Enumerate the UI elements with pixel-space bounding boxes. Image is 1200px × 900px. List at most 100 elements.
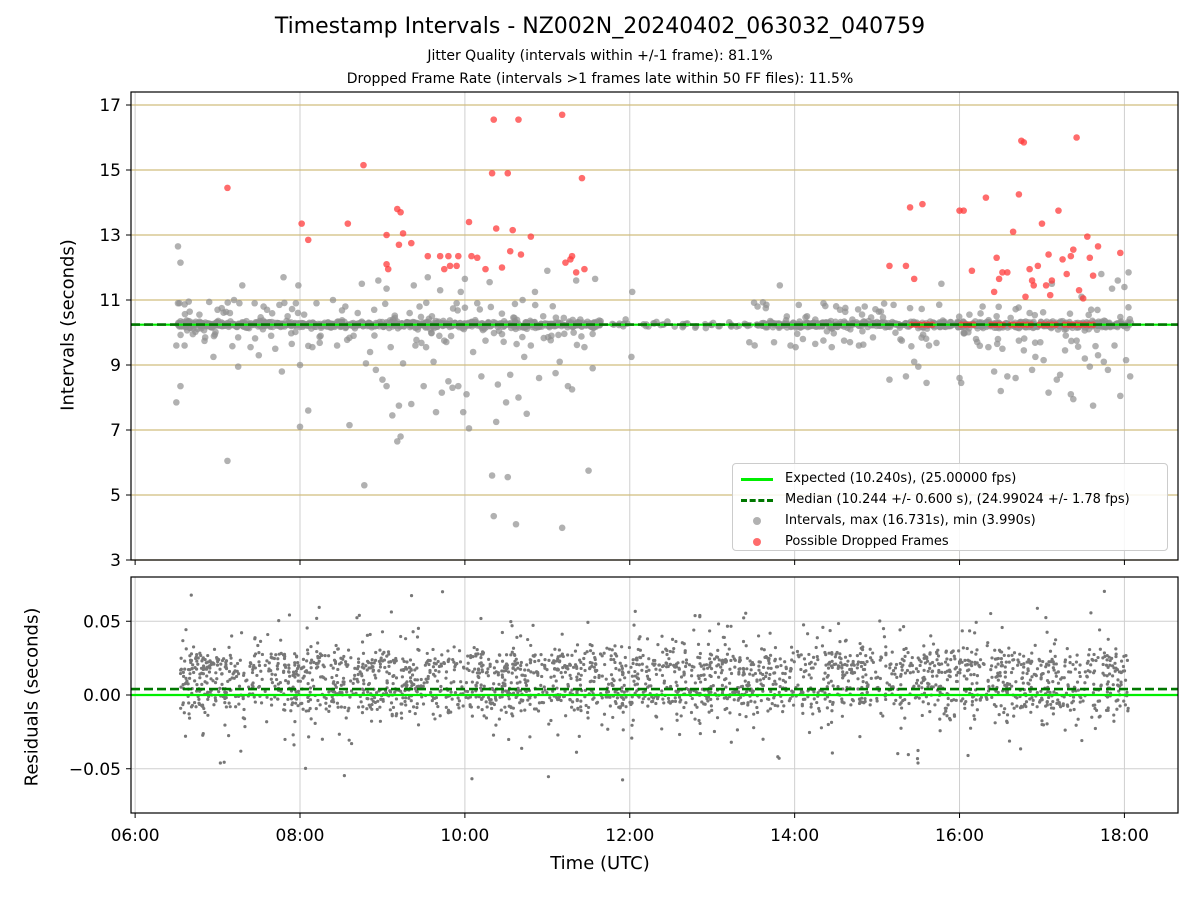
residual-point	[752, 712, 756, 716]
residual-point	[489, 698, 493, 702]
residual-point	[394, 656, 398, 661]
residual-point	[617, 668, 621, 672]
residual-point	[621, 673, 625, 677]
dropped-frame-point	[1055, 207, 1062, 214]
residual-point	[370, 702, 374, 707]
residual-point	[1048, 649, 1053, 653]
residual-point	[416, 723, 421, 727]
interval-point	[492, 418, 500, 426]
residual-point	[433, 674, 437, 678]
residual-point	[997, 648, 1002, 652]
residual-point	[586, 620, 590, 624]
residual-point	[1065, 647, 1069, 651]
residual-point	[576, 707, 580, 711]
residual-point	[708, 629, 712, 633]
residual-point	[594, 662, 598, 666]
residual-point	[632, 623, 636, 627]
residual-point	[1011, 658, 1015, 662]
residual-point	[549, 698, 554, 703]
interval-point	[527, 342, 535, 349]
residual-point	[407, 670, 412, 674]
residual-point	[200, 659, 204, 663]
interval-point	[436, 332, 443, 340]
legend-label-median: Median (10.244 +/- 0.600 s), (24.99024 +…	[785, 492, 1130, 507]
residual-point	[699, 664, 704, 668]
residual-point	[179, 685, 183, 689]
residual-point	[484, 671, 489, 675]
residual-point	[945, 714, 949, 718]
residual-point	[958, 668, 962, 672]
residual-point	[324, 707, 328, 711]
residual-point	[364, 664, 368, 668]
residual-point	[744, 644, 748, 648]
residual-point	[252, 663, 256, 668]
residual-point	[973, 631, 977, 635]
interval-point	[383, 382, 390, 390]
residual-point	[181, 639, 185, 643]
residual-point	[775, 665, 780, 669]
residual-point	[638, 655, 642, 659]
residual-point	[665, 661, 669, 666]
residual-point	[277, 619, 281, 623]
interval-point	[234, 363, 242, 370]
residual-point	[545, 668, 549, 672]
residual-point	[816, 691, 820, 695]
residual-point	[452, 645, 456, 649]
residual-point	[997, 713, 1001, 717]
interval-point	[417, 313, 425, 321]
residual-point	[811, 655, 816, 660]
residual-point	[1076, 688, 1081, 692]
residual-point	[861, 680, 865, 684]
interval-point	[488, 472, 496, 479]
residual-point	[727, 647, 731, 651]
interval-point	[229, 342, 236, 350]
residual-point	[220, 682, 224, 686]
residual-point	[416, 626, 421, 630]
residual-point	[697, 676, 701, 681]
residual-point	[809, 676, 813, 680]
residual-point	[309, 661, 313, 665]
residual-point	[1106, 706, 1110, 710]
residual-point	[306, 682, 310, 686]
interval-point	[453, 299, 460, 307]
interval-point	[1031, 311, 1039, 319]
interval-point	[957, 379, 965, 387]
residual-point	[239, 749, 243, 753]
residual-point	[658, 668, 662, 672]
residuals-points	[178, 589, 1130, 782]
residual-point	[1024, 700, 1029, 704]
residual-point	[717, 658, 721, 662]
residual-point	[629, 665, 633, 669]
residual-point	[823, 691, 827, 695]
residual-point	[208, 666, 212, 670]
residual-point	[801, 623, 806, 627]
legend-gray-dot-swatch	[739, 514, 775, 528]
residual-point	[554, 679, 558, 683]
residual-point	[893, 666, 898, 670]
interval-point	[292, 328, 299, 336]
interval-point	[979, 303, 986, 310]
residual-point	[371, 668, 376, 672]
residual-point	[1007, 739, 1012, 743]
residual-point	[928, 666, 932, 670]
residual-point	[1049, 660, 1053, 664]
residual-point	[498, 653, 502, 657]
residual-point	[858, 641, 862, 646]
interval-point	[343, 336, 351, 344]
interval-point	[573, 341, 581, 349]
interval-point	[552, 369, 559, 377]
residual-point	[298, 679, 303, 683]
interval-point	[288, 340, 296, 348]
residual-point	[218, 686, 222, 690]
residual-point	[651, 699, 655, 703]
residual-point	[524, 680, 528, 685]
residual-point	[952, 654, 956, 658]
interval-point	[1122, 356, 1130, 364]
residual-point	[731, 690, 735, 694]
residual-point	[238, 658, 242, 662]
residual-point	[390, 714, 394, 718]
interval-point	[504, 473, 512, 481]
dropped-frame-point	[498, 264, 506, 271]
residual-point	[1029, 710, 1033, 714]
residual-point	[1054, 662, 1058, 666]
